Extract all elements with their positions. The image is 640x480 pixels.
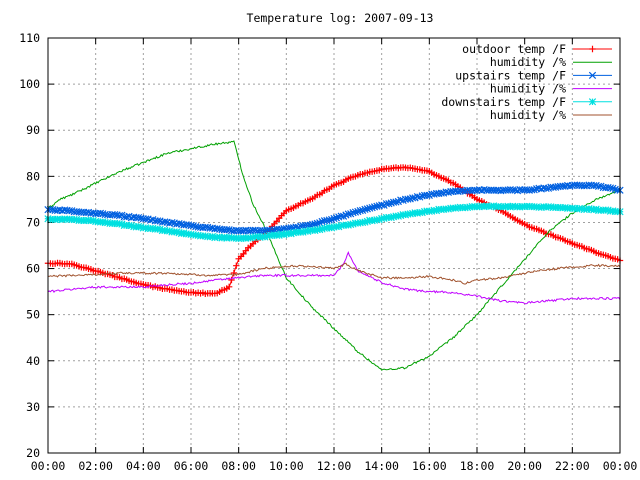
legend-marker xyxy=(589,45,596,53)
legend-label: humidity /% xyxy=(490,55,566,69)
x-tick-label: 18:00 xyxy=(460,459,495,473)
y-tick-label: 90 xyxy=(26,123,40,137)
y-tick-label: 30 xyxy=(26,400,40,414)
y-tick-label: 20 xyxy=(26,446,40,460)
series-line-3 xyxy=(47,251,621,305)
series-line-1 xyxy=(47,140,621,371)
x-tick-label: 08:00 xyxy=(221,459,256,473)
chart-title: Temperature log: 2007-09-13 xyxy=(247,11,434,25)
x-tick-label: 00:00 xyxy=(603,459,638,473)
x-axis-ticks: 00:00 02:00 04:00 06:00 08:00 10:00 12:00 14:00… xyxy=(31,38,638,473)
x-tick-label: 12:00 xyxy=(317,459,352,473)
legend-label: humidity /% xyxy=(490,108,566,122)
x-tick-label: 22:00 xyxy=(555,459,590,473)
y-tick-label: 100 xyxy=(19,77,40,91)
x-tick-label: 14:00 xyxy=(364,459,399,473)
y-tick-label: 40 xyxy=(26,354,40,368)
legend-marker xyxy=(588,98,597,106)
legend-label: humidity /% xyxy=(490,82,566,96)
x-tick-label: 10:00 xyxy=(269,459,304,473)
x-tick-label: 04:00 xyxy=(126,459,161,473)
series-lines xyxy=(44,140,624,371)
y-tick-label: 110 xyxy=(19,31,40,45)
legend-label: downstairs temp /F xyxy=(441,95,566,109)
x-tick-label: 16:00 xyxy=(412,459,447,473)
x-tick-label: 00:00 xyxy=(31,459,66,473)
y-tick-label: 50 xyxy=(26,308,40,322)
legend-marker xyxy=(588,71,597,80)
legend-label: outdoor temp /F xyxy=(462,42,566,56)
y-tick-label: 60 xyxy=(26,262,40,276)
x-tick-label: 20:00 xyxy=(507,459,542,473)
series-line-5 xyxy=(47,262,621,285)
plot-frame xyxy=(47,37,621,454)
y-tick-label: 70 xyxy=(26,215,40,229)
y-tick-label: 80 xyxy=(26,169,40,183)
x-tick-label: 02:00 xyxy=(78,459,113,473)
legend-label: upstairs temp /F xyxy=(455,68,566,82)
x-tick-label: 06:00 xyxy=(174,459,209,473)
